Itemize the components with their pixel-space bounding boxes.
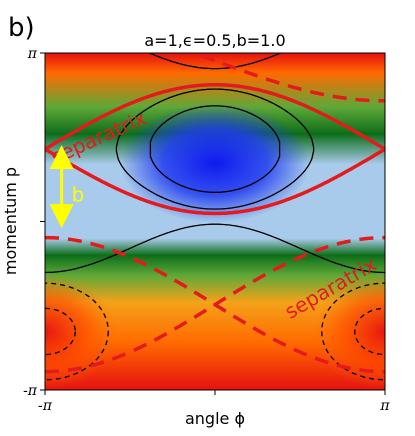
axis-ticks: -π π -π π [23, 46, 390, 414]
panel-label: b) [8, 13, 35, 43]
contour-dashed-1-1 [354, 307, 385, 356]
plot-area [45, 53, 385, 390]
y-axis-label: momentum p [1, 167, 20, 275]
chart-title: a=1,ϵ=0.5,b=1.0 [144, 31, 285, 50]
contour-band-1 [45, 223, 385, 274]
separatrix-curves [45, 53, 385, 374]
center-glow [120, 103, 310, 223]
x-axis-label: angle ϕ [185, 409, 245, 428]
contour-band-0 [147, 53, 283, 70]
corner-glow-right [313, 274, 385, 390]
contour-inner-1 [115, 88, 315, 210]
contour-dashed-0-1 [45, 307, 76, 356]
x-tick-label: π [379, 398, 390, 414]
contour-inner-0 [149, 105, 281, 193]
corner-glow-left [45, 274, 117, 390]
separatrix-dashed-1 [45, 235, 385, 374]
b-label: b [72, 183, 85, 207]
separatrix-solid [45, 82, 385, 216]
x-tick-label: -π [38, 398, 53, 414]
y-tick-label: π [27, 46, 38, 62]
y-tick-label: -π [23, 383, 38, 399]
